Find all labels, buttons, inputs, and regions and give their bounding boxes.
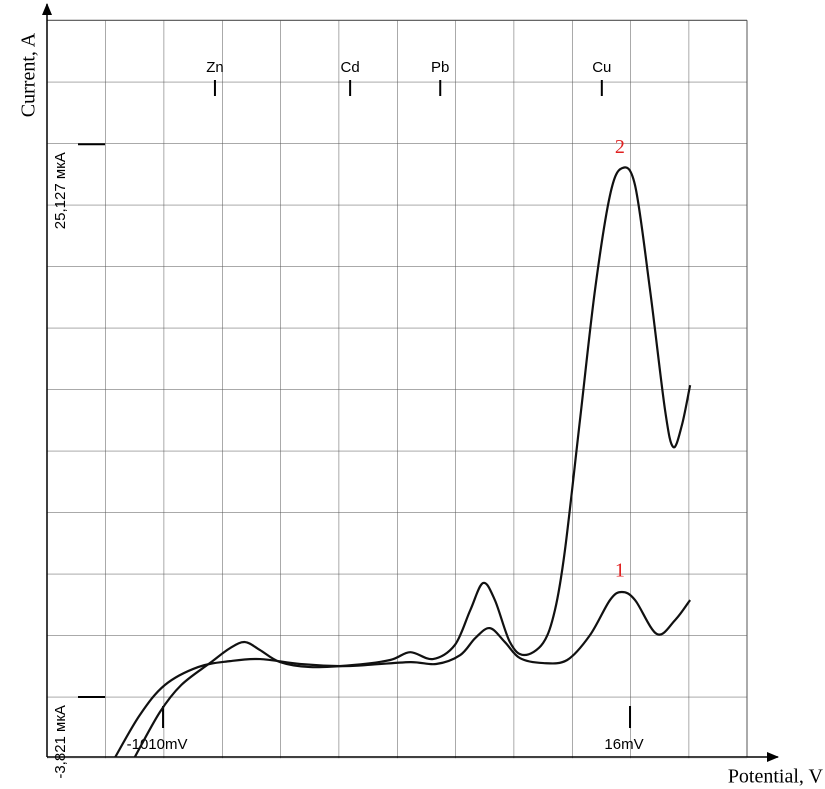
y-axis-label: Current, A bbox=[18, 32, 40, 117]
y-tick-label: -3,821 мкА bbox=[52, 705, 69, 779]
curve-label: 2 bbox=[615, 136, 625, 158]
y-tick-label: 25,127 мкА bbox=[52, 152, 69, 229]
element-label: Pb bbox=[431, 59, 449, 76]
x-axis-label: Potential, V bbox=[728, 766, 824, 788]
element-label: Cd bbox=[341, 59, 360, 76]
x-tick-label: -1010mV bbox=[127, 736, 188, 753]
curve bbox=[133, 166, 692, 758]
curve bbox=[114, 590, 691, 758]
x-tick-label: 16mV bbox=[604, 736, 643, 753]
element-label: Cu bbox=[592, 59, 611, 76]
element-label: Zn bbox=[206, 59, 224, 76]
curve-label: 1 bbox=[615, 560, 625, 582]
grid bbox=[47, 20, 747, 759]
